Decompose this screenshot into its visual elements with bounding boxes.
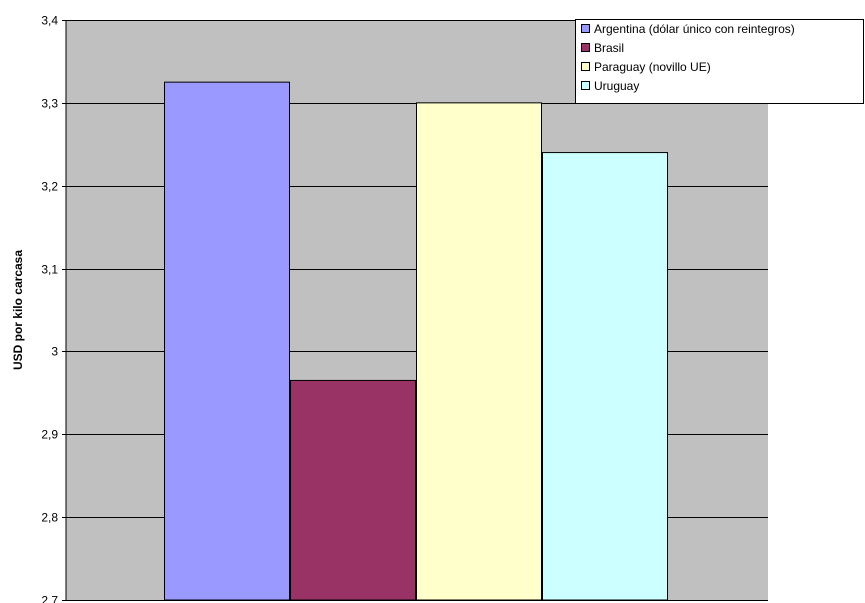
legend-swatch [581,81,590,90]
legend-label: Argentina (dólar único con reintegros) [594,22,795,36]
bar-brasil [290,379,416,601]
y-tick-label: 2,8 [41,511,58,525]
y-tick-label: 3 [51,345,58,359]
legend: Argentina (dólar único con reintegros) Br… [575,19,864,104]
y-tick-label: 3,3 [41,97,58,111]
legend-swatch [581,24,590,33]
legend-swatch [581,43,590,52]
y-axis-title: USD por kilo carcasa [11,250,25,370]
y-axis-ticks: 2,7 2,8 2,9 3 3,1 3,2 3,3 3,4 [41,14,66,603]
y-tick-label: 2,7 [41,594,58,603]
legend-label: Brasil [594,41,624,55]
legend-swatch [581,62,590,71]
legend-box [575,19,864,104]
y-tick-label: 2,9 [41,428,58,442]
bar-argentina [164,81,290,601]
y-tick-label: 3,1 [41,263,58,277]
y-tick-label: 3,2 [41,180,58,194]
legend-label: Paraguay (novillo UE) [594,60,711,74]
y-tick-label: 3,4 [41,14,58,28]
bars [164,81,668,601]
bar-uruguay [542,152,668,601]
legend-label: Uruguay [594,79,639,93]
bar-paraguay [416,102,542,601]
